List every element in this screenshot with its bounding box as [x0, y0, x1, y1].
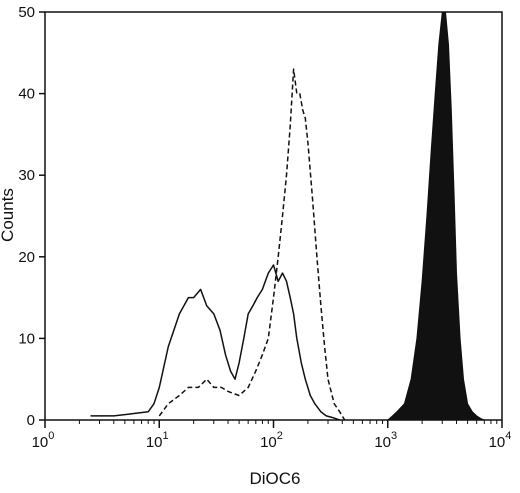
axes: 100 101 102 103 104 0 10 20 30 40 50 — [18, 4, 511, 451]
x-axis-title: DiOC6 — [249, 469, 300, 488]
series-dashed-line — [158, 68, 346, 421]
y-tick-label: 0 — [27, 412, 35, 429]
series-filled-peak — [386, 11, 485, 421]
x-tick-label: 103 — [374, 430, 397, 451]
x-tick-label: 104 — [489, 430, 512, 451]
y-tick-label: 50 — [18, 4, 35, 21]
plot-area — [90, 11, 485, 421]
series-solid-outline-line — [90, 264, 340, 421]
y-tick-label: 20 — [18, 249, 35, 266]
x-tick-label: 102 — [260, 430, 283, 451]
x-tick-label: 101 — [146, 430, 169, 451]
y-tick-label: 40 — [18, 86, 35, 103]
y-tick-label: 30 — [18, 167, 35, 184]
y-axis-title: Counts — [0, 188, 17, 242]
x-tick-label: 100 — [32, 430, 55, 451]
y-tick-label: 10 — [18, 330, 35, 347]
